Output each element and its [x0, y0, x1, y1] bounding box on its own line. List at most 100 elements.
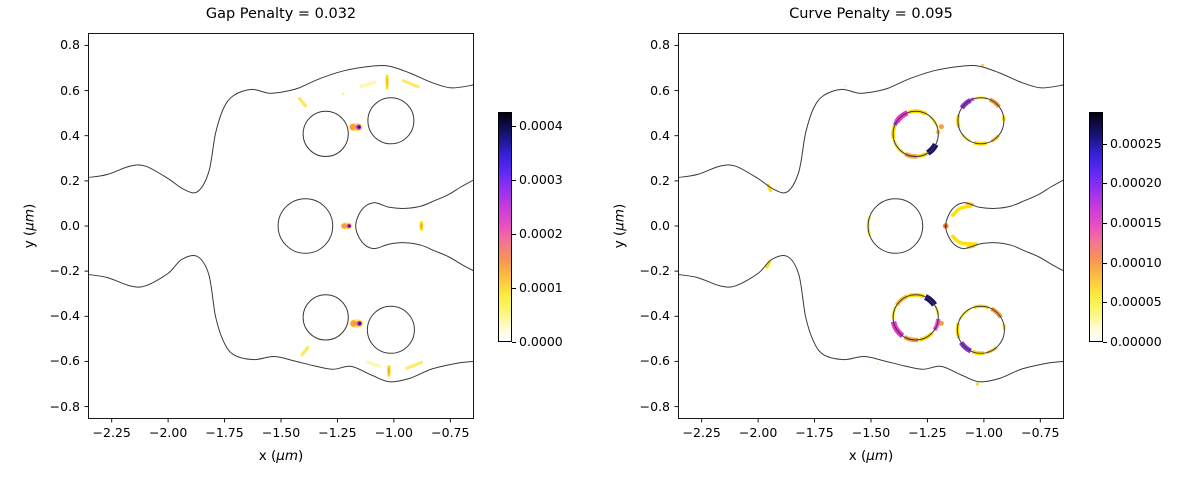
- plot-area-gap: [84, 33, 474, 423]
- hole-contour: [302, 294, 349, 341]
- panel-curve-penalty: Curve Penalty = 0.095 y (μm) x (μm) −2.2…: [611, 6, 1064, 464]
- colorbar-tick-label: 0.00020: [1110, 175, 1162, 191]
- x-tick-label: −0.75: [431, 425, 470, 440]
- colorbar-tick-label: 0.0000: [519, 334, 563, 349]
- penalty-hotspot-dash: [387, 365, 391, 377]
- hole-contour: [867, 198, 924, 254]
- y-tick-label: 0.4: [650, 127, 670, 143]
- top-boundary-contour: [678, 64, 1064, 194]
- y-tick-label: 0.4: [60, 127, 80, 143]
- penalty-hotspot-streak: [359, 80, 376, 88]
- hole-contour: [302, 110, 349, 158]
- x-tick-label: −1.50: [851, 425, 891, 440]
- colorbar-gradient: [1089, 112, 1103, 342]
- penalty-hotspot-dot: [938, 124, 944, 130]
- y-tick-label: −0.8: [49, 398, 80, 414]
- penalty-hotspot-dash: [385, 74, 389, 90]
- hole-contour: [277, 198, 334, 254]
- penalty-hotspot-dot: [981, 63, 985, 67]
- penalty-hotspot-arc: [950, 234, 978, 246]
- y-tick-label: 0.8: [650, 37, 670, 53]
- x-tick-label: −2.25: [682, 425, 721, 440]
- x-tick-label: −1.50: [261, 425, 301, 440]
- x-tick-label: −1.00: [374, 425, 414, 440]
- x-tick-label: −2.25: [92, 425, 131, 440]
- axes-spine: [88, 33, 474, 419]
- hole-contour: [957, 97, 1005, 145]
- panel-title-curve: Curve Penalty = 0.095: [789, 6, 953, 22]
- x-tick-label: −0.75: [1021, 425, 1060, 440]
- colorbar-tick-mark: [1103, 262, 1107, 264]
- colorbar-tick-mark: [512, 125, 516, 127]
- x-tick-label: −2.00: [738, 425, 778, 440]
- bottom-boundary-contour: [678, 255, 1064, 383]
- bottom-boundary-contour: [88, 255, 474, 383]
- y-tick-label: 0.0: [60, 218, 80, 233]
- hole-contour: [892, 294, 939, 341]
- penalty-hotspot-streak: [401, 79, 420, 89]
- x-tick-label: −1.75: [205, 425, 244, 440]
- y-tick-label: −0.6: [49, 353, 80, 369]
- top-boundary-contour: [88, 64, 474, 194]
- penalty-hotspot-dot: [876, 362, 879, 365]
- penalty-hotspot-streak: [765, 260, 772, 269]
- colorbar-tick-label: 0.0001: [519, 279, 563, 295]
- y-tick-label: −0.6: [639, 353, 670, 369]
- colorbar-tick-mark: [1103, 223, 1107, 224]
- y-tick-label: −0.2: [639, 263, 670, 279]
- colorbar-tick-label: 0.00015: [1110, 215, 1162, 230]
- axes-spine: [678, 33, 1064, 419]
- y-tick-label: 0.0: [650, 218, 670, 233]
- y-tick-label: 0.6: [60, 82, 80, 98]
- penalty-hotspot-arc: [950, 204, 973, 217]
- panel-gap-penalty: Gap Penalty = 0.032 y (μm) x (μm) −2.25−…: [21, 6, 474, 464]
- colorbar-tick-label: 0.00005: [1110, 294, 1162, 310]
- funnel-contour: [945, 179, 1064, 272]
- penalty-hotspot-streak: [297, 96, 307, 108]
- y-tick-label: 0.6: [650, 82, 670, 98]
- hole-contour: [956, 305, 1005, 354]
- y-tick-label: −0.4: [49, 308, 80, 324]
- colorbar-tick-label: 0.00010: [1110, 254, 1162, 270]
- penalty-hotspot-dash: [419, 221, 424, 231]
- x-tick-label: −1.75: [795, 425, 834, 440]
- funnel-contour: [355, 179, 474, 272]
- colorbar-tick-label: 0.0004: [519, 117, 563, 133]
- x-axis-label: x (μm): [258, 448, 304, 464]
- colorbar-tick-mark: [1103, 183, 1107, 185]
- x-tick-label: −2.00: [148, 425, 188, 440]
- colorbar-gap: 0.0000 0.0001 0.0002 0.0003 0.0004: [498, 112, 563, 349]
- penalty-hotspot-blob: [340, 222, 353, 230]
- x-tick-label: −1.00: [964, 425, 1004, 440]
- y-tick-label: 0.2: [60, 172, 80, 188]
- colorbar-tick-mark: [512, 179, 516, 181]
- panel-title-gap: Gap Penalty = 0.032: [205, 6, 357, 22]
- x-axis-label: x (μm): [848, 448, 894, 464]
- colorbar-tick-label: 0.00000: [1110, 334, 1162, 349]
- penalty-hotspot-dot: [844, 84, 847, 88]
- penalty-hotspot-dot: [341, 92, 345, 96]
- colorbar-tick-mark: [512, 342, 516, 343]
- colorbar-gradient: [498, 112, 512, 342]
- y-tick-label: −0.8: [639, 398, 670, 414]
- penalty-hotspot-blob: [349, 319, 364, 328]
- x-tick-label: −1.25: [318, 425, 357, 440]
- penalty-hotspot-dot: [975, 382, 980, 386]
- hole-contour: [366, 305, 415, 354]
- penalty-hotspot-dot: [938, 320, 944, 326]
- penalty-hotspot-streak: [405, 360, 424, 370]
- colorbar-tick-mark: [512, 233, 516, 235]
- hole-contour: [367, 97, 415, 145]
- y-tick-label: 0.8: [60, 37, 80, 53]
- colorbar-tick-mark: [512, 287, 516, 289]
- colorbar-curve: 0.00000 0.00005 0.00010 0.00015 0.00020 0.000…: [1089, 112, 1162, 349]
- y-tick-label: −0.2: [49, 263, 80, 279]
- colorbar-tick-mark: [1103, 302, 1107, 304]
- colorbar-tick-mark: [1103, 143, 1107, 145]
- y-tick-label: 0.2: [650, 172, 670, 188]
- x-tick-label: −1.25: [908, 425, 947, 440]
- plot-area-curve: [674, 33, 1064, 423]
- penalty-hotspot-streak: [300, 345, 310, 357]
- colorbar-tick-label: 0.0003: [519, 171, 563, 187]
